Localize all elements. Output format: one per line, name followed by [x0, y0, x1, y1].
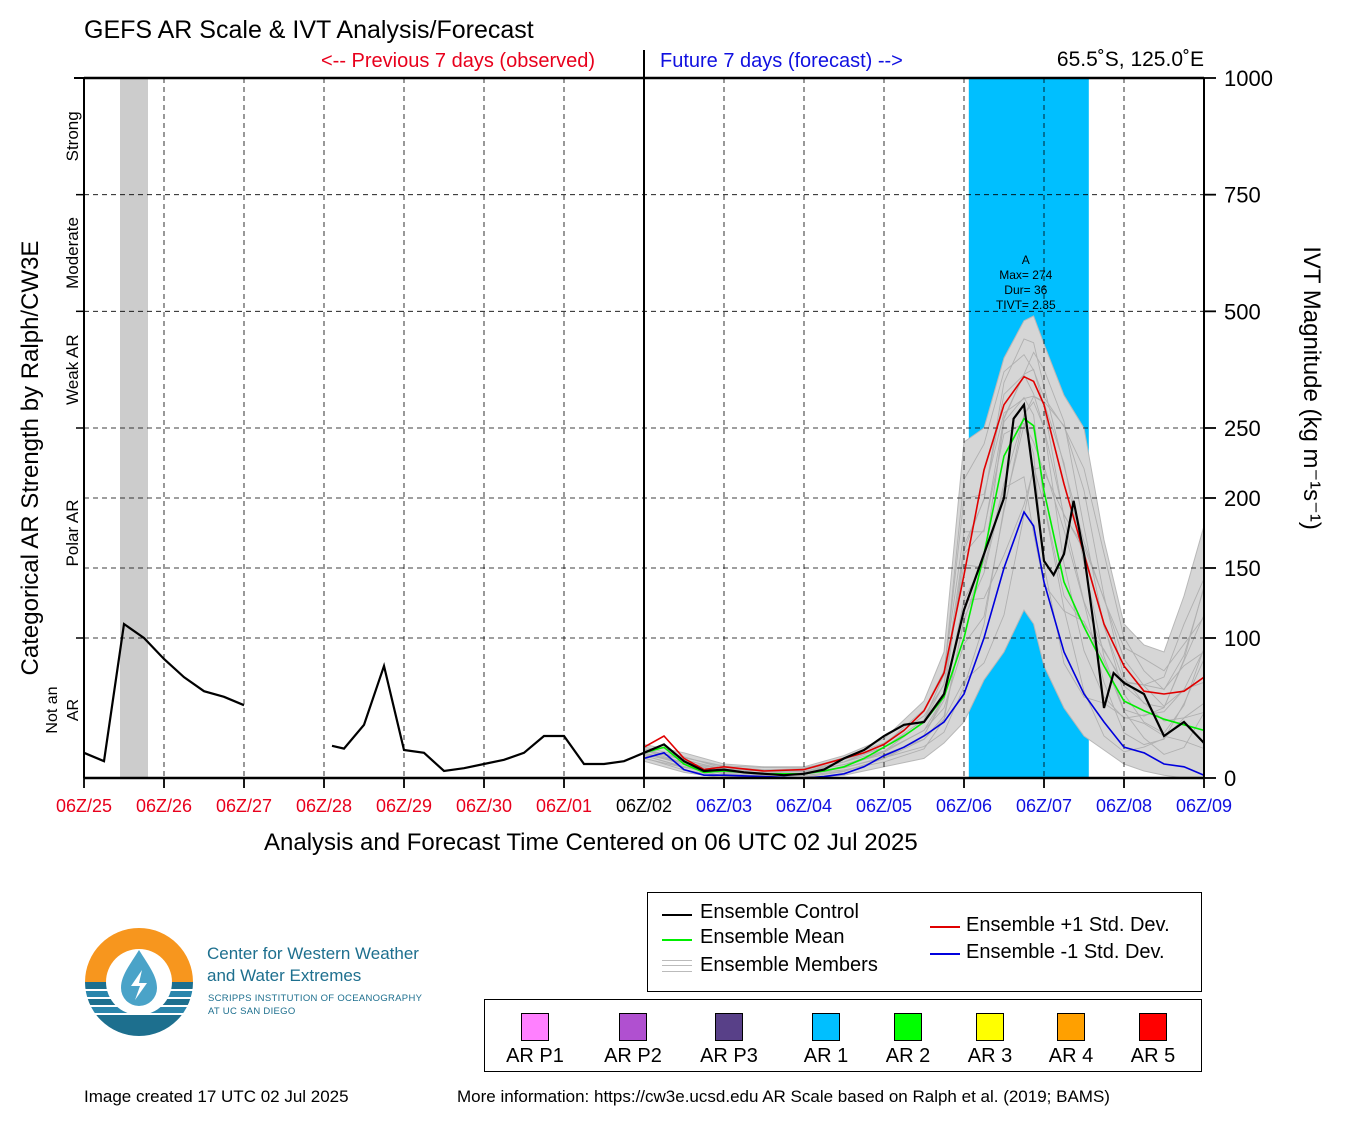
x-axis-label: Analysis and Forecast Time Centered on 0…: [264, 829, 918, 856]
chart-title: GEFS AR Scale & IVT Analysis/Forecast: [84, 16, 534, 44]
y-tick-label: 150: [1224, 556, 1261, 581]
ar-category-item: AR 2: [868, 1006, 948, 1068]
y-tick-label: 500: [1224, 299, 1261, 324]
ar-category-label: AR P3: [700, 1045, 758, 1067]
legend-plus-std-label: Ensemble +1 Std. Dev.: [966, 914, 1170, 936]
ar-annotation-line: TIVT= 2.35: [996, 298, 1056, 312]
ar-category-item: AR 5: [1113, 1006, 1193, 1068]
y-tick-label: 0: [1224, 766, 1236, 791]
members-envelope: [643, 315, 1205, 779]
ar-category-label: AR 1: [803, 1045, 849, 1067]
x-tick-label: 06Z/02: [616, 796, 672, 816]
y-tick-label: 100: [1224, 626, 1261, 651]
logo-name-line1: Center for Western Weather: [207, 944, 419, 963]
legend-members-swatch: [662, 960, 692, 972]
ar-category-item: AR P2: [593, 1006, 673, 1068]
ar-category-label: AR P2: [604, 1045, 662, 1067]
ensemble-member-line: [643, 338, 1205, 771]
ar-annotation-line: A: [1022, 253, 1030, 267]
x-tick-label: 06Z/01: [536, 796, 592, 816]
logo-sub-line2: AT UC SAN DIEGO: [208, 1006, 296, 1017]
control-line: [643, 401, 1205, 777]
y-tick-label: 750: [1224, 183, 1261, 208]
cw3e-logo: [85, 928, 193, 1036]
ar-category-label: AR 4: [1048, 1045, 1094, 1067]
legend-mean-swatch: [662, 939, 692, 941]
y-tick-label: 1000: [1224, 66, 1273, 91]
legend-minus-std-swatch: [930, 953, 960, 955]
ar-category-item: AR P3: [689, 1006, 769, 1068]
y-axis-left-label: Categorical AR Strength by Ralph/CW3E: [17, 241, 44, 676]
y-tick-label: 250: [1224, 416, 1261, 441]
x-tick-label: 06Z/26: [136, 796, 192, 816]
ar-category-item: AR 4: [1031, 1006, 1111, 1068]
category-label: Polar AR: [63, 499, 82, 566]
ar-category-swatch: [1057, 1013, 1085, 1041]
line-legend: Ensemble Control Ensemble Mean Ensemble …: [647, 892, 1202, 992]
ar-annotation-line: Max= 274: [999, 268, 1052, 282]
ar-category-swatch: [812, 1013, 840, 1041]
legend-minus-std-label: Ensemble -1 Std. Dev.: [966, 941, 1165, 963]
x-tick-label: 06Z/29: [376, 796, 432, 816]
ar-category-swatch: [619, 1013, 647, 1041]
category-label: Weak AR: [63, 334, 82, 405]
ivt-chart: Not an AR Polar AR Weak AR Moderate Strong Cat…: [17, 50, 1325, 816]
x-tick-label: 06Z/08: [1096, 796, 1152, 816]
category-label: Moderate: [63, 217, 82, 289]
ar-category-label: AR P1: [506, 1045, 564, 1067]
inner-ar-shape: [968, 638, 1089, 778]
x-tick-label: 06Z/30: [456, 796, 512, 816]
image-created-note: Image created 17 UTC 02 Jul 2025: [84, 1087, 349, 1106]
x-tick-label: 06Z/09: [1176, 796, 1232, 816]
x-tick-label: 06Z/05: [856, 796, 912, 816]
ar-category-legend: AR P1 AR P2 AR P3 AR 1 AR 2 AR 3 AR 4 AR 5: [484, 999, 1202, 1072]
ar-category-swatch: [894, 1013, 922, 1041]
ar-category-swatch: [976, 1013, 1004, 1041]
control-line: [83, 622, 245, 763]
legend-mean-label: Ensemble Mean: [700, 926, 845, 948]
x-tick-label: 06Z/27: [216, 796, 272, 816]
legend-members-label: Ensemble Members: [700, 954, 878, 976]
control-line: [331, 662, 645, 773]
legend-control-swatch: [662, 914, 692, 916]
logo-name-line2: and Water Extremes: [207, 966, 362, 985]
ar-category-label: AR 5: [1130, 1045, 1176, 1067]
ar-annotation-line: Dur= 36: [1004, 283, 1047, 297]
y-tick-label: 200: [1224, 486, 1261, 511]
ar-category-label: AR 2: [885, 1045, 931, 1067]
ar-category-item: AR 3: [950, 1006, 1030, 1068]
category-label-notar-line1: Not an: [44, 686, 61, 733]
future-days-label: Future 7 days (forecast) -->: [660, 50, 903, 72]
ar-category-item: AR P1: [495, 1006, 575, 1068]
category-label: Strong: [63, 111, 82, 161]
legend-plus-std-swatch: [930, 926, 960, 928]
series-line: [643, 510, 1205, 779]
x-tick-label: 06Z/06: [936, 796, 992, 816]
location-label: 65.5˚S, 125.0˚E: [1056, 48, 1204, 71]
legend-control-label: Ensemble Control: [700, 901, 859, 923]
series-line: [643, 375, 1205, 772]
x-tick-label: 06Z/03: [696, 796, 752, 816]
x-tick-label: 06Z/07: [1016, 796, 1072, 816]
ar-category-label: AR 3: [967, 1045, 1013, 1067]
previous-days-label: <-- Previous 7 days (observed): [321, 50, 596, 72]
ar-category-swatch: [715, 1013, 743, 1041]
x-tick-label: 06Z/28: [296, 796, 352, 816]
more-info-note: More information: https://cw3e.ucsd.edu …: [457, 1087, 1110, 1106]
y-axis-right-label: IVT Magnitude (kg m⁻¹s⁻¹): [1298, 246, 1325, 530]
ar-category-item: AR 1: [786, 1006, 866, 1068]
x-tick-label: 06Z/25: [56, 796, 112, 816]
ensemble-member-line: [643, 351, 1205, 772]
ensemble-member-line: [643, 354, 1205, 769]
ar-category-swatch: [521, 1013, 549, 1041]
ar-category-swatch: [1139, 1013, 1167, 1041]
category-label-notar-line2: AR: [65, 699, 82, 721]
logo-sub-line1: SCRIPPS INSTITUTION OF OCEANOGRAPHY: [208, 993, 423, 1004]
x-tick-label: 06Z/04: [776, 796, 832, 816]
legend-members-swatch-mid: [662, 965, 692, 966]
